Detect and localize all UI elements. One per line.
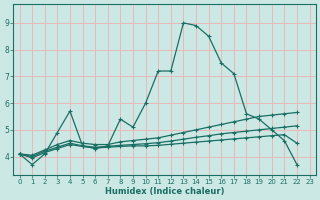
X-axis label: Humidex (Indice chaleur): Humidex (Indice chaleur): [105, 187, 224, 196]
